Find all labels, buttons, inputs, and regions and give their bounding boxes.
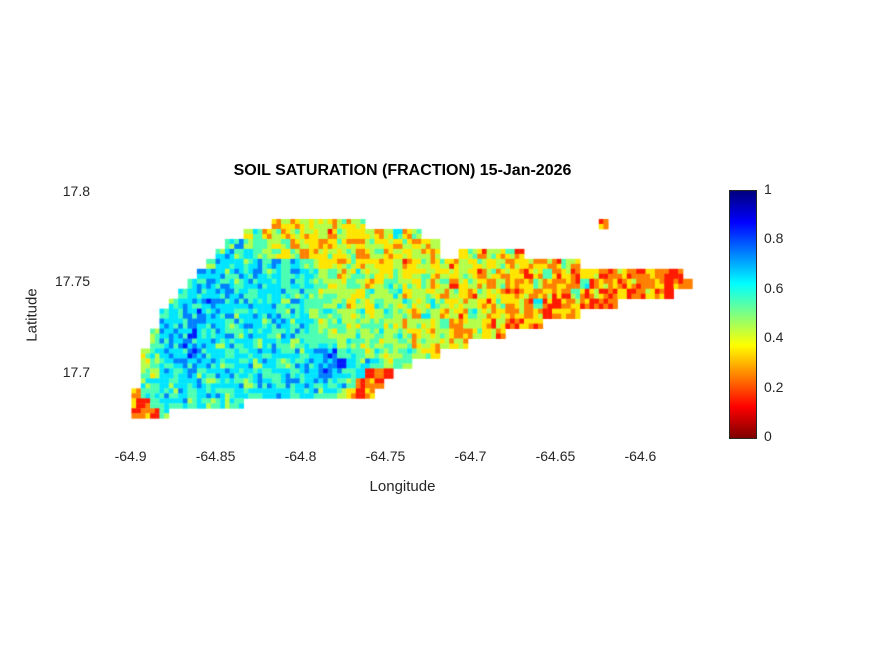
colorbar-tick-label: 0.8 <box>764 230 784 247</box>
y-tick-label: 17.8 <box>62 182 90 199</box>
y-tick-label: 17.7 <box>62 363 90 380</box>
colorbar-canvas <box>729 190 757 439</box>
colorbar-tick-label: 0.4 <box>764 329 784 346</box>
colorbar-tick-label: 0.2 <box>764 378 784 395</box>
x-tick-label: -64.85 <box>195 448 236 464</box>
x-tick-label: -64.9 <box>114 448 147 464</box>
heatmap-canvas <box>100 190 705 440</box>
x-tick-label: -64.7 <box>454 448 487 464</box>
x-tick-label: -64.65 <box>535 448 576 464</box>
x-tick-label: -64.75 <box>365 448 406 464</box>
y-tick-label: 17.75 <box>54 273 90 290</box>
x-tick-label: -64.8 <box>284 448 317 464</box>
x-tick-label: -64.6 <box>624 448 657 464</box>
colorbar-tick-label: 1 <box>764 181 772 197</box>
chart-title: SOIL SATURATION (FRACTION) 15-Jan-2026 <box>233 162 572 179</box>
y-axis-label: Latitude <box>23 288 41 342</box>
x-axis-label: Longitude <box>369 478 436 495</box>
colorbar-tick-label: 0 <box>764 428 772 444</box>
colorbar-tick-label: 0.6 <box>764 279 784 296</box>
